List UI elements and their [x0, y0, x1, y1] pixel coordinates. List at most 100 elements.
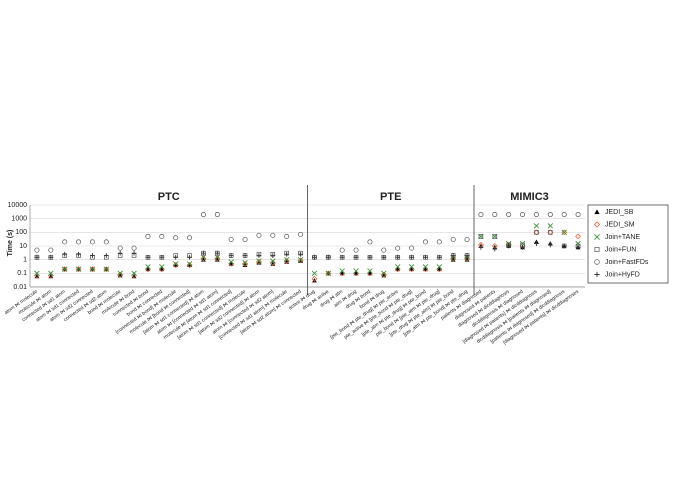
marker — [506, 243, 512, 249]
marker — [298, 251, 303, 257]
marker — [395, 254, 401, 260]
legend-box — [587, 204, 669, 284]
y-tick-label: 10000 — [8, 202, 28, 209]
marker — [593, 221, 601, 228]
marker — [270, 258, 276, 264]
marker — [214, 254, 221, 260]
marker — [436, 239, 442, 245]
marker — [520, 212, 526, 218]
legend-label: JEDI_SM — [605, 221, 635, 228]
marker — [575, 244, 581, 250]
marker — [547, 223, 554, 229]
marker — [117, 270, 123, 277]
marker — [381, 270, 387, 277]
marker — [297, 257, 304, 264]
marker — [103, 239, 109, 245]
marker — [145, 254, 151, 260]
marker — [380, 271, 387, 278]
marker — [228, 259, 234, 265]
marker — [353, 268, 359, 274]
marker — [561, 212, 567, 218]
marker — [117, 245, 123, 251]
marker — [325, 270, 332, 277]
marker — [145, 264, 151, 270]
marker — [131, 250, 137, 256]
y-axis-title: Time (s) — [7, 230, 14, 257]
marker — [492, 234, 498, 239]
marker — [173, 254, 179, 260]
marker — [381, 254, 387, 260]
marker — [561, 229, 567, 236]
marker — [520, 244, 525, 250]
marker — [270, 232, 276, 238]
marker — [131, 245, 137, 251]
marker — [214, 250, 220, 256]
marker — [534, 230, 539, 235]
marker — [575, 233, 582, 240]
marker — [547, 212, 553, 218]
panel-title: PTE — [380, 191, 401, 203]
marker — [34, 270, 40, 277]
marker — [76, 251, 81, 257]
y-tick-label: 10 — [19, 243, 27, 250]
marker — [89, 266, 96, 273]
marker — [575, 212, 581, 218]
marker — [311, 270, 318, 277]
y-tick-label: 0.01 — [13, 284, 27, 291]
marker — [159, 233, 165, 239]
y-tick-label: 1 — [23, 257, 27, 264]
marker — [270, 253, 276, 258]
marker — [242, 260, 249, 267]
marker — [394, 264, 401, 270]
marker — [145, 233, 151, 239]
marker — [492, 212, 498, 218]
marker — [214, 257, 220, 262]
marker — [594, 234, 600, 240]
marker — [61, 266, 68, 273]
marker — [48, 270, 54, 277]
marker — [200, 254, 207, 260]
marker — [34, 247, 40, 253]
marker — [436, 264, 443, 270]
marker — [283, 258, 290, 264]
marker — [311, 275, 318, 282]
marker — [422, 239, 428, 245]
legend-label: Join+FastFDs — [605, 259, 649, 266]
marker — [255, 258, 262, 265]
marker — [172, 261, 179, 267]
legend-label: Join+HyFD — [605, 271, 640, 278]
panel-title: PTC — [158, 191, 180, 203]
marker — [561, 243, 567, 249]
marker — [423, 254, 428, 260]
marker — [478, 234, 484, 239]
marker — [464, 253, 470, 258]
marker — [312, 278, 317, 283]
marker — [533, 212, 539, 218]
marker — [34, 254, 40, 260]
marker — [103, 266, 110, 273]
marker — [256, 232, 262, 238]
y-tick-label: 0.1 — [17, 270, 27, 277]
marker — [594, 271, 600, 278]
marker — [228, 253, 234, 258]
marker — [48, 254, 54, 260]
marker — [75, 266, 82, 272]
marker — [464, 257, 470, 262]
marker — [159, 264, 165, 270]
marker — [548, 230, 553, 235]
marker — [464, 236, 470, 242]
marker — [284, 233, 290, 239]
marker — [269, 259, 276, 266]
marker — [214, 255, 221, 262]
marker — [172, 262, 179, 269]
marker — [367, 254, 373, 260]
marker — [131, 270, 137, 277]
marker — [200, 255, 207, 262]
marker — [409, 245, 415, 251]
marker — [547, 242, 553, 248]
marker — [200, 212, 206, 218]
marker — [89, 266, 96, 272]
marker — [534, 241, 539, 246]
